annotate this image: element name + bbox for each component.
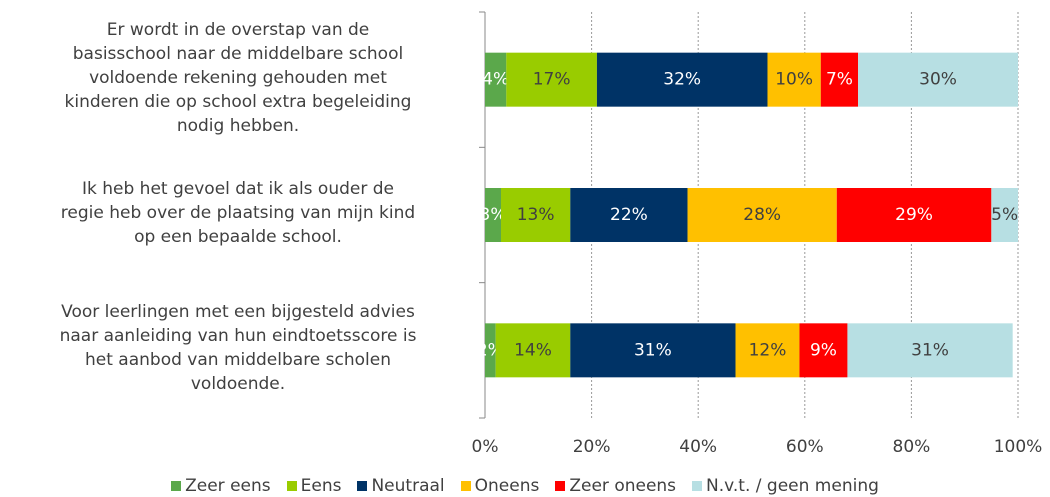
data-label: 31% [634, 340, 672, 360]
x-tick-label: 20% [573, 437, 611, 457]
legend-item: Oneens [460, 476, 540, 496]
bar-segment [506, 52, 597, 107]
data-label: 32% [663, 70, 701, 90]
data-label: 10% [775, 70, 813, 90]
data-label: 9% [810, 340, 837, 360]
legend-label: Oneens [474, 476, 540, 496]
category-label: Ik heb het gevoel dat ik als ouder de re… [60, 179, 416, 247]
data-label: 29% [895, 205, 933, 225]
bar-segment [687, 188, 837, 242]
data-label: 30% [919, 70, 957, 90]
bar-segment [495, 323, 571, 378]
legend-swatch [357, 481, 368, 491]
legend-item: Eens [286, 476, 342, 496]
data-label: 5% [991, 205, 1018, 225]
data-label: 17% [533, 70, 571, 90]
legend-label: N.v.t. / geen mening [706, 476, 879, 496]
legend-swatch [460, 481, 471, 491]
bar-segment [836, 188, 992, 242]
category-label: Er wordt in de overstap van de basisscho… [64, 19, 412, 136]
legend-swatch [555, 481, 566, 491]
data-label: 31% [911, 340, 949, 360]
data-label: 22% [610, 205, 648, 225]
x-tick-label: 100% [994, 437, 1043, 457]
data-label: 28% [743, 205, 781, 225]
data-label: 4% [482, 70, 509, 90]
legend-label: Zeer eens [185, 476, 271, 496]
legend-label: Eens [300, 476, 342, 496]
bar-segment [485, 188, 501, 242]
x-tick-label: 60% [786, 437, 824, 457]
data-label: 12% [749, 340, 787, 360]
bar-segment [858, 52, 1018, 107]
legend-swatch [692, 481, 703, 491]
bar-segment [767, 52, 821, 107]
bar-segment [485, 52, 507, 107]
x-tick-label: 0% [472, 437, 499, 457]
data-label: 3% [480, 205, 507, 225]
legend-item: Zeer oneens [555, 476, 676, 496]
x-tick-label: 80% [893, 437, 931, 457]
bar-segment [570, 188, 688, 242]
category-label: Voor leerlingen met een bijgesteld advie… [59, 302, 417, 395]
legend-item: Zeer eens [171, 476, 271, 496]
legend-swatch [171, 481, 182, 491]
data-label: 7% [826, 70, 853, 90]
legend-item: Neutraal [357, 476, 445, 496]
bar-segment [991, 188, 1018, 242]
bar-segment [735, 323, 800, 378]
data-label: 13% [517, 205, 555, 225]
legend-label: Neutraal [371, 476, 445, 496]
legend: Zeer eens Eens Neutraal Oneens Zeer oneens N.… [0, 476, 1050, 496]
data-label: 14% [514, 340, 552, 360]
bar-segment [596, 52, 768, 107]
bar-segment [500, 188, 571, 242]
legend-swatch [286, 481, 297, 491]
legend-label: Zeer oneens [569, 476, 677, 496]
bar-segment [820, 52, 859, 107]
legend-item: N.v.t. / geen mening [692, 476, 879, 496]
bar-segment [799, 323, 848, 378]
bar-segment [847, 323, 1013, 378]
bar-segment [570, 323, 736, 378]
x-tick-label: 40% [679, 437, 717, 457]
bar-segment [485, 323, 496, 378]
